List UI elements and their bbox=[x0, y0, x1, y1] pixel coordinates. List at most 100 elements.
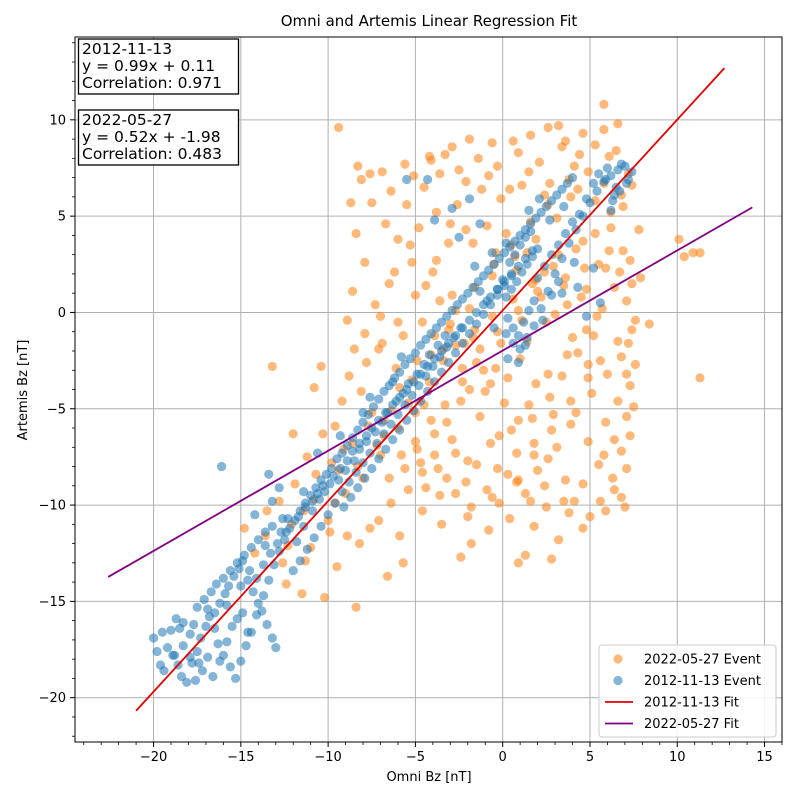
scatter-point bbox=[388, 400, 398, 410]
scatter-point bbox=[424, 151, 434, 161]
scatter-point bbox=[264, 469, 274, 479]
scatter-point bbox=[485, 379, 496, 389]
scatter-point bbox=[367, 463, 377, 474]
scatter-point bbox=[594, 460, 604, 470]
x-tick-label: 0 bbox=[499, 750, 507, 765]
scatter-point bbox=[547, 554, 557, 564]
scatter-point bbox=[386, 498, 396, 508]
scatter-point bbox=[594, 169, 604, 179]
scatter-point bbox=[451, 348, 461, 358]
scatter-point bbox=[292, 537, 302, 547]
scatter-point bbox=[210, 608, 220, 618]
annotation-line: 2012-11-13 bbox=[82, 40, 172, 58]
scatter-point bbox=[262, 619, 272, 630]
scatter-point bbox=[573, 348, 583, 358]
scatter-point bbox=[265, 548, 276, 558]
scatter-point bbox=[192, 646, 202, 657]
scatter-point bbox=[494, 498, 504, 508]
scatter-point bbox=[492, 161, 503, 171]
scatter-point bbox=[578, 479, 588, 489]
scatter-point bbox=[506, 284, 516, 294]
scatter-point bbox=[583, 359, 593, 370]
scatter-point bbox=[267, 521, 277, 531]
scatter-point bbox=[513, 415, 524, 425]
scatter-point bbox=[543, 454, 553, 464]
scatter-point bbox=[531, 379, 541, 389]
scatter-point bbox=[361, 357, 372, 368]
scatter-point bbox=[595, 496, 606, 506]
scatter-point bbox=[484, 171, 494, 181]
scatter-point bbox=[342, 315, 352, 325]
scatter-point bbox=[400, 159, 410, 169]
scatter-point bbox=[405, 240, 415, 250]
scatter-point bbox=[431, 207, 441, 217]
scatter-point bbox=[417, 317, 427, 327]
scatter-point bbox=[601, 263, 611, 273]
scatter-point bbox=[543, 369, 553, 379]
scatter-point bbox=[560, 136, 571, 146]
scatter-point bbox=[395, 531, 405, 541]
y-tick-label: −5 bbox=[47, 402, 66, 417]
scatter-point bbox=[166, 625, 176, 635]
scatter-point bbox=[433, 463, 443, 474]
scatter-point bbox=[548, 261, 558, 271]
scatter-point bbox=[245, 566, 255, 576]
scatter-point bbox=[274, 496, 284, 506]
scatter-point bbox=[246, 542, 256, 553]
scatter-point bbox=[590, 228, 600, 239]
scatter-point bbox=[583, 373, 593, 383]
scatter-point bbox=[454, 165, 464, 175]
scatter-point bbox=[409, 406, 419, 416]
x-tick-label: −10 bbox=[314, 750, 341, 765]
scatter-point bbox=[381, 444, 391, 454]
scatter-point bbox=[478, 300, 489, 310]
scatter-point bbox=[440, 149, 450, 160]
scatter-point bbox=[470, 261, 480, 271]
scatter-point bbox=[417, 506, 427, 516]
scatter-point bbox=[451, 340, 461, 350]
scatter-point bbox=[410, 290, 420, 300]
scatter-point bbox=[396, 352, 406, 362]
scatter-point bbox=[580, 263, 590, 273]
scatter-point bbox=[403, 485, 413, 495]
scatter-point bbox=[562, 300, 572, 310]
scatter-point bbox=[400, 463, 410, 474]
scatter-point bbox=[342, 456, 352, 466]
scatter-point bbox=[622, 296, 632, 306]
scatter-point bbox=[487, 248, 497, 258]
scatter-point bbox=[583, 167, 593, 177]
scatter-point bbox=[513, 305, 524, 316]
scatter-point bbox=[203, 652, 213, 662]
scatter-point bbox=[541, 201, 551, 212]
scatter-point bbox=[290, 479, 300, 489]
scatter-point bbox=[337, 448, 347, 458]
scatter-point bbox=[381, 219, 391, 229]
scatter-point bbox=[360, 257, 370, 267]
scatter-point bbox=[302, 544, 312, 555]
scatter-point bbox=[217, 461, 227, 472]
scatter-point bbox=[601, 506, 611, 516]
scatter-point bbox=[377, 167, 387, 177]
scatter-point bbox=[318, 481, 328, 491]
scatter-point bbox=[487, 138, 497, 148]
scatter-point bbox=[616, 352, 627, 362]
scatter-point bbox=[332, 562, 342, 572]
scatter-point bbox=[402, 415, 412, 425]
x-tick-label: −5 bbox=[406, 750, 425, 765]
scatter-point bbox=[260, 540, 270, 551]
scatter-point bbox=[225, 662, 235, 672]
y-tick-label: 5 bbox=[58, 210, 66, 225]
scatter-point bbox=[578, 523, 588, 533]
scatter-point bbox=[571, 244, 581, 254]
scatter-point bbox=[485, 292, 496, 302]
scatter-point bbox=[423, 361, 433, 371]
scatter-point bbox=[616, 492, 627, 502]
scatter-point bbox=[503, 373, 513, 383]
scatter-point bbox=[192, 602, 202, 612]
legend-marker bbox=[613, 675, 623, 686]
scatter-point bbox=[410, 436, 420, 447]
scatter-point bbox=[501, 329, 511, 339]
scatter-point bbox=[330, 498, 340, 508]
scatter-point bbox=[440, 400, 450, 410]
scatter-point bbox=[520, 550, 531, 560]
